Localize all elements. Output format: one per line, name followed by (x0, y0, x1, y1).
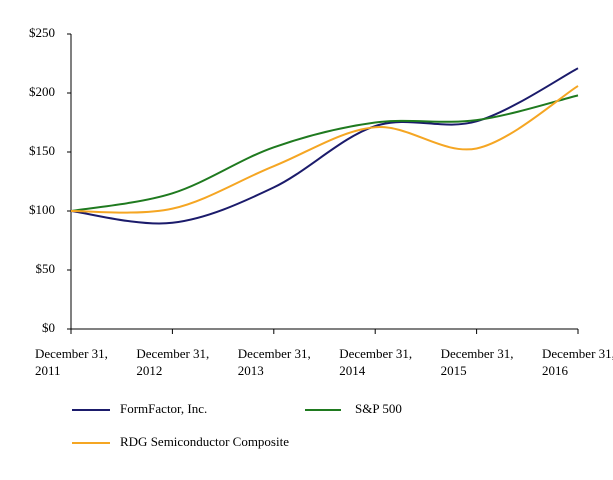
series-line (70, 85, 579, 214)
x-tick-label: December 31, 2016 (542, 346, 613, 378)
x-tick-label: December 31, 2012 (136, 346, 210, 378)
x-tick-label: December 31, 2014 (339, 346, 413, 378)
x-tick-label: December 31, 2011 (35, 346, 108, 378)
y-tick-label: $50 (36, 261, 56, 276)
y-tick-label: $0 (42, 320, 55, 335)
series-line (70, 94, 579, 212)
legend-label: FormFactor, Inc. (120, 401, 207, 416)
y-tick-label: $200 (29, 84, 55, 99)
x-tick-label: December 31, 2015 (440, 346, 514, 378)
y-tick-label: $150 (29, 143, 55, 158)
x-tick-label: December 31, 2013 (237, 346, 311, 378)
y-tick-label: $100 (29, 202, 55, 217)
legend-label: S&P 500 (355, 401, 402, 416)
legend-label: RDG Semiconductor Composite (120, 434, 289, 449)
y-tick-label: $250 (29, 25, 55, 40)
